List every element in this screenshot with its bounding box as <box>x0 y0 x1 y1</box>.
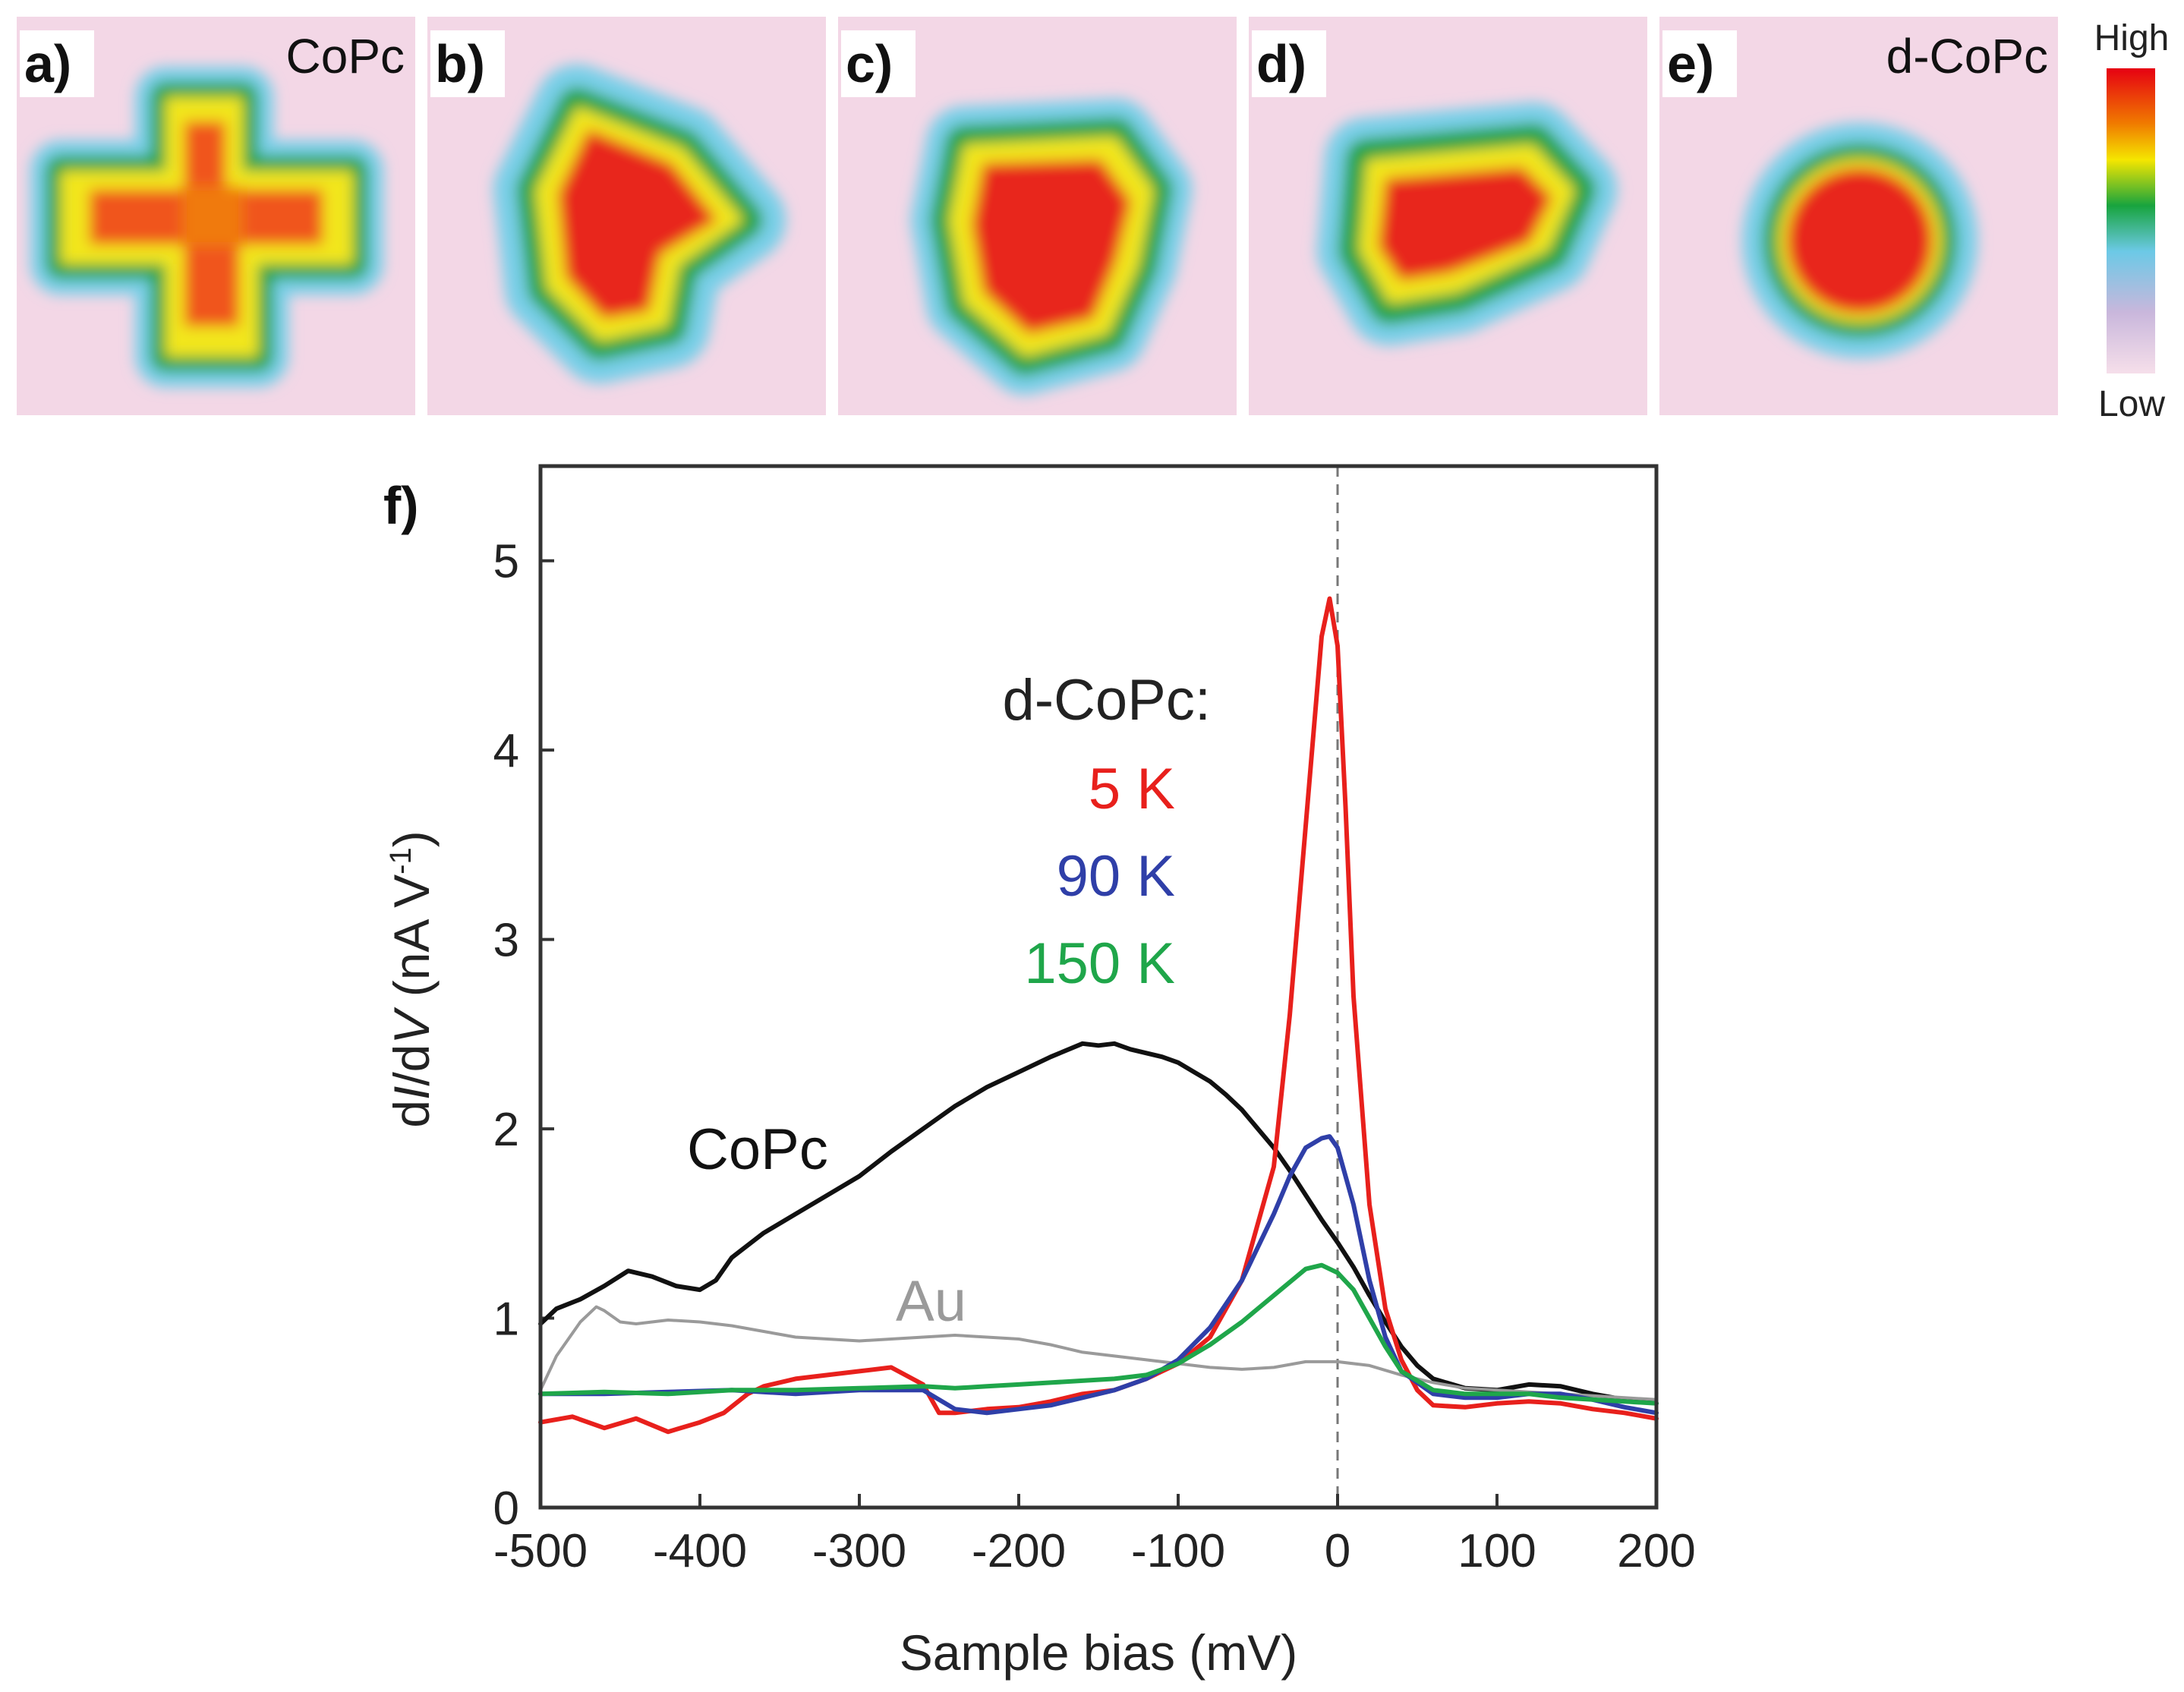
axes-layer: -500 -400 -300 -200 -100 0 100 200 0 1 2 3 4 5 <box>493 466 1696 1577</box>
y-tick-label: 1 <box>493 1293 519 1346</box>
stm-panel-b: b) <box>427 17 826 415</box>
panel-label-c: c) <box>846 34 893 93</box>
panel-label-b: b) <box>435 34 485 93</box>
x-tick-label: -100 <box>1131 1525 1225 1577</box>
x-tick-label: 100 <box>1458 1525 1536 1577</box>
y-tick-label: 2 <box>493 1104 519 1156</box>
series-line-au <box>539 1305 1658 1401</box>
series-line-90-k <box>538 1134 1659 1416</box>
colorbar: High Low <box>2094 18 2170 424</box>
legend-entry-5k: 5 K <box>1089 757 1175 821</box>
x-tick-label: -500 <box>493 1525 588 1577</box>
plot-frame <box>538 464 1659 1510</box>
stm-panel-a: a) CoPc <box>17 17 415 415</box>
legend-title: d-CoPc: <box>1002 668 1211 733</box>
x-tick-label: 0 <box>1325 1525 1350 1577</box>
series-label-copc: CoPc <box>687 1117 828 1182</box>
panel-tag-e: d-CoPc <box>1886 29 2048 83</box>
x-axis-title: Sample bias (mV) <box>900 1624 1298 1681</box>
series-line-150-k <box>538 1262 1659 1406</box>
spectra-chart: f) -500 -400 -300 -200 -100 0 100 200 0 1 2 3 4 5 d-C… <box>383 464 1696 1681</box>
panel-label-f: f) <box>383 476 419 535</box>
panel-label-a: a) <box>24 34 71 93</box>
x-tick-label: -300 <box>812 1525 906 1577</box>
colorbar-gradient <box>2107 68 2155 373</box>
y-tick-label: 5 <box>493 536 519 588</box>
legend-entry-150k: 150 K <box>1024 931 1175 996</box>
y-tick-label: 4 <box>493 725 519 777</box>
stm-panel-e: e) d-CoPc <box>1659 17 2058 415</box>
y-tick-label: 3 <box>493 915 519 967</box>
x-tick-label: -400 <box>653 1525 747 1577</box>
panel-tag-a: CoPc <box>286 29 405 83</box>
colorbar-high-label: High <box>2094 18 2170 58</box>
stm-panel-c: c) <box>838 17 1237 415</box>
y-axis-title: dI/dV (nA V-1) <box>383 830 440 1127</box>
panel-label-e: e) <box>1667 34 1714 93</box>
series-layer <box>538 596 1659 1435</box>
panel-label-d: d) <box>1256 34 1306 93</box>
series-label-au: Au <box>896 1269 966 1334</box>
series-line-copc <box>538 1041 1659 1406</box>
colorbar-low-label: Low <box>2098 384 2165 424</box>
x-tick-label: 200 <box>1617 1525 1695 1577</box>
stm-panel-d: d) <box>1249 17 1647 415</box>
legend-entry-90k: 90 K <box>1057 844 1175 909</box>
y-tick-label: 0 <box>493 1482 519 1535</box>
legend: d-CoPc: 5 K 90 K 150 K <box>1002 668 1211 996</box>
x-tick-label: -200 <box>972 1525 1066 1577</box>
